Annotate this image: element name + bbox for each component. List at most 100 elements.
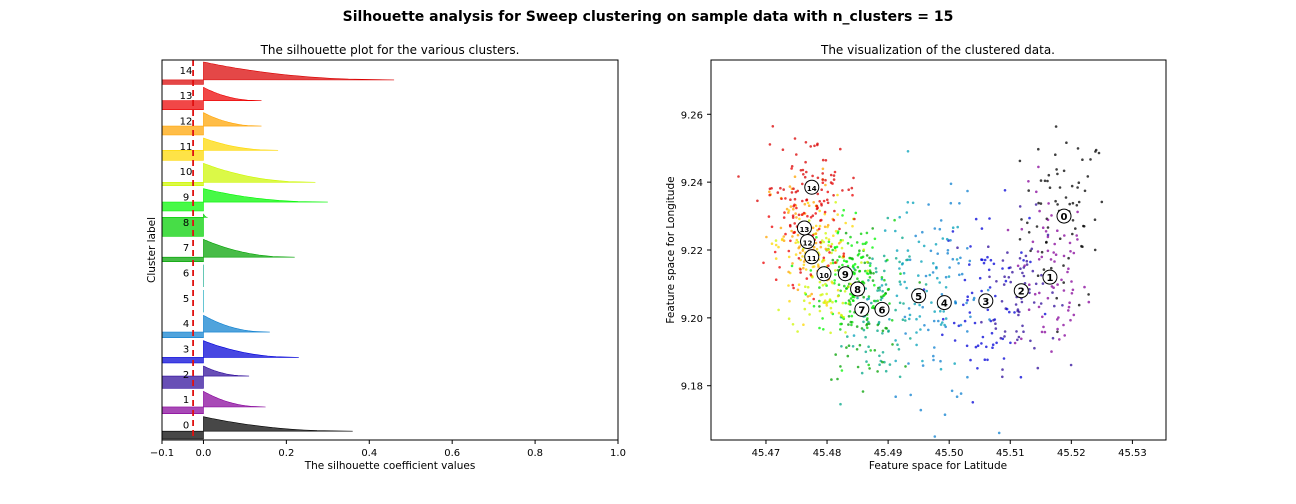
scatter-point xyxy=(944,286,948,289)
scatter-point xyxy=(1018,257,1022,260)
scatter-point xyxy=(1037,165,1040,169)
scatter-point xyxy=(915,317,918,321)
scatter-point xyxy=(1034,203,1038,206)
scatter-point xyxy=(1080,244,1083,248)
scatter-point xyxy=(842,315,845,319)
scatter-point xyxy=(1013,311,1016,314)
scatter-point xyxy=(886,258,889,262)
scatter-point xyxy=(1042,325,1045,329)
scatter-point xyxy=(865,360,868,363)
scatter-point xyxy=(862,320,865,324)
scatter-point xyxy=(848,310,852,313)
scatter-point xyxy=(1041,226,1045,229)
cluster-center-6 xyxy=(874,301,890,317)
scatter-point xyxy=(1019,375,1023,379)
scatter-point xyxy=(832,178,836,181)
scatter-point xyxy=(821,172,824,175)
scatter-point xyxy=(991,346,994,350)
scatter-point xyxy=(847,188,850,191)
scatter-point xyxy=(851,345,855,348)
cluster-center-1 xyxy=(1042,269,1058,285)
scatter-point xyxy=(1027,180,1030,183)
scatter-point xyxy=(928,273,932,277)
silhouette-x-tick-label: 0.6 xyxy=(444,448,460,459)
scatter-point xyxy=(782,188,785,191)
scatter-point xyxy=(936,252,939,255)
scatter-point xyxy=(933,435,937,438)
scatter-point xyxy=(795,206,798,210)
scatter-point xyxy=(843,290,847,293)
scatter-point xyxy=(1026,221,1029,225)
scatter-point xyxy=(859,232,863,236)
scatter-point xyxy=(818,305,821,308)
scatter-point xyxy=(804,160,807,164)
scatter-point xyxy=(918,303,921,307)
scatter-point xyxy=(814,241,818,245)
scatter-point xyxy=(833,282,836,285)
scatter-point xyxy=(854,268,857,272)
scatter-point xyxy=(833,209,836,213)
scatter-point xyxy=(828,251,831,254)
scatter-point xyxy=(947,275,951,278)
scatter-point xyxy=(1022,259,1025,262)
scatter-point xyxy=(1003,335,1006,338)
cluster-label-9: 9 xyxy=(183,192,189,203)
scatter-point xyxy=(831,261,835,265)
scatter-y-tick-label: 9.18 xyxy=(681,382,703,393)
scatter-point xyxy=(893,218,896,222)
scatter-point xyxy=(815,236,818,239)
scatter-point xyxy=(915,343,918,347)
scatter-point xyxy=(1020,218,1023,221)
silhouette-x-tick-label: 0.4 xyxy=(361,448,377,459)
scatter-point xyxy=(895,294,899,298)
scatter-point xyxy=(871,279,875,282)
scatter-x-axis-label: Feature space for Latitude xyxy=(869,460,1007,472)
scatter-point xyxy=(1077,303,1081,307)
scatter-point xyxy=(962,303,965,307)
scatter-point xyxy=(876,370,879,373)
scatter-point xyxy=(1029,249,1032,253)
scatter-point xyxy=(894,229,897,233)
scatter-point xyxy=(842,208,845,212)
scatter-point xyxy=(774,278,778,282)
scatter-point xyxy=(826,201,830,205)
scatter-point xyxy=(988,275,991,279)
scatter-point xyxy=(826,190,830,194)
scatter-y-tick-label: 9.24 xyxy=(681,178,703,189)
scatter-point xyxy=(937,319,940,323)
scatter-point xyxy=(1062,289,1066,292)
scatter-point xyxy=(829,306,833,310)
silhouette-band-2 xyxy=(161,365,250,389)
scatter-point xyxy=(850,244,853,247)
scatter-point xyxy=(995,341,998,345)
scatter-point xyxy=(1093,248,1097,252)
scatter-point xyxy=(1042,268,1046,271)
scatter-point xyxy=(774,257,778,260)
scatter-point xyxy=(776,191,780,194)
silhouette-band-8 xyxy=(161,213,208,237)
scatter-point xyxy=(852,295,856,299)
silhouette-band-10 xyxy=(161,162,316,186)
scatter-point xyxy=(876,299,879,303)
scatter-point xyxy=(791,262,794,265)
scatter-point xyxy=(894,257,898,260)
silhouette-x-axis-label: The silhouette coefficient values xyxy=(304,460,476,472)
scatter-point xyxy=(837,265,841,269)
scatter-point xyxy=(856,265,860,269)
scatter-point xyxy=(1087,293,1090,296)
scatter-point xyxy=(812,245,816,249)
scatter-point xyxy=(866,260,869,264)
scatter-point xyxy=(840,345,843,348)
scatter-point xyxy=(1038,209,1041,213)
scatter-point xyxy=(798,245,801,248)
scatter-point xyxy=(995,280,998,283)
scatter-point xyxy=(860,327,864,330)
scatter-point xyxy=(963,319,967,323)
scatter-point xyxy=(881,360,884,364)
scatter-point xyxy=(1072,251,1076,255)
scatter-point xyxy=(818,224,822,228)
cluster-label-11: 11 xyxy=(180,142,193,153)
scatter-point xyxy=(1002,357,1006,360)
scatter-point xyxy=(812,297,815,301)
